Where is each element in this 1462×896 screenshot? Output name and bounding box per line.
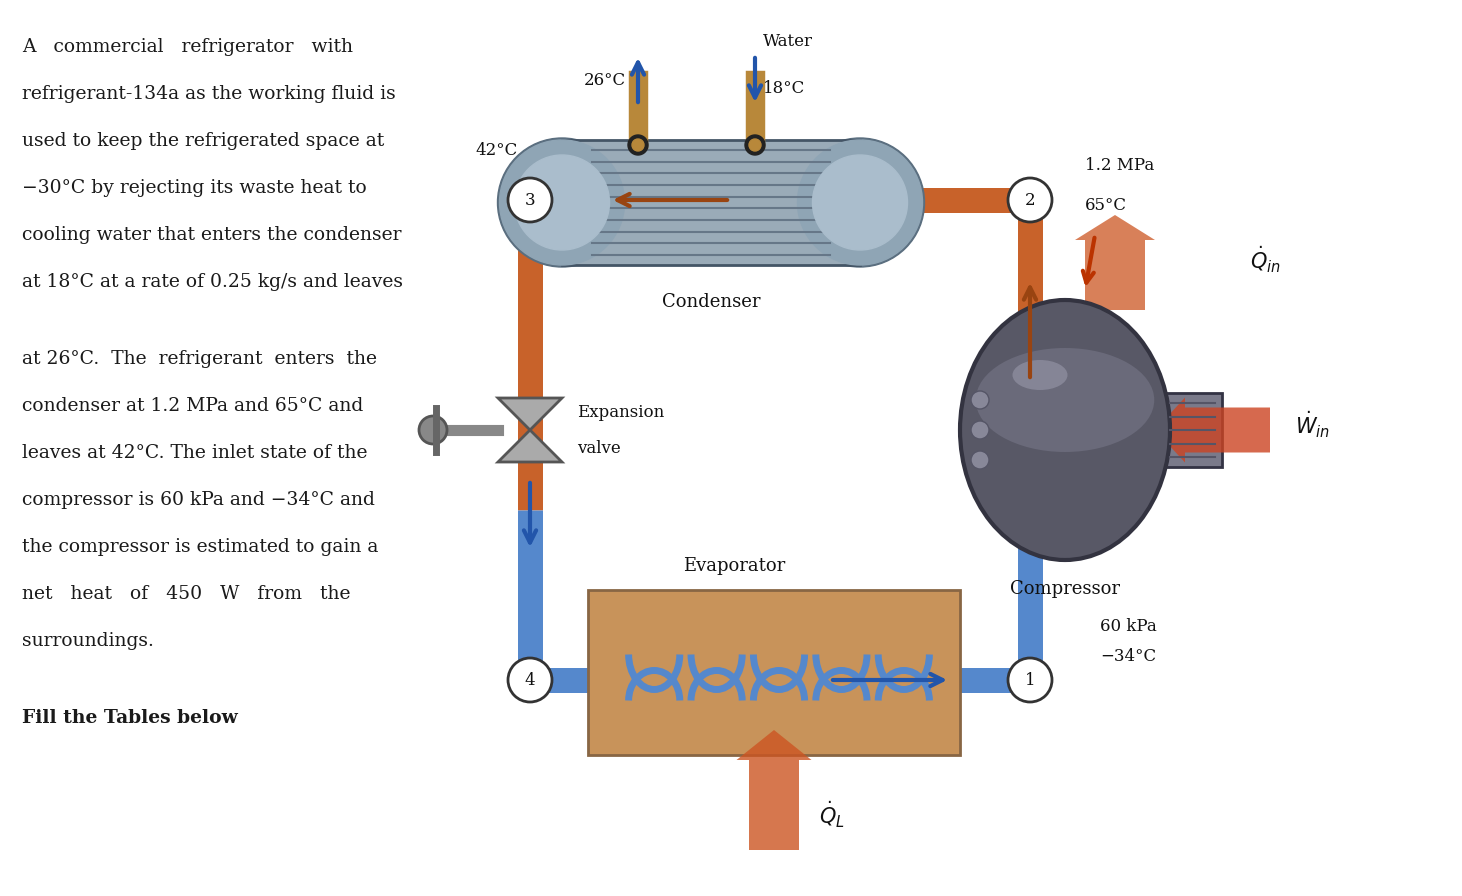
Text: valve: valve (577, 440, 621, 456)
Polygon shape (499, 398, 561, 430)
FancyArrow shape (737, 730, 811, 850)
Text: net   heat   of   450   W   from   the: net heat of 450 W from the (22, 585, 351, 603)
Text: $\dot{Q}_L$: $\dot{Q}_L$ (819, 800, 845, 831)
Text: refrigerant-134a as the working fluid is: refrigerant-134a as the working fluid is (22, 85, 396, 103)
Circle shape (971, 421, 988, 439)
Text: compressor is 60 kPa and −34°C and: compressor is 60 kPa and −34°C and (22, 491, 374, 509)
Ellipse shape (1013, 360, 1067, 390)
Circle shape (971, 391, 988, 409)
Circle shape (795, 138, 924, 267)
Circle shape (813, 155, 908, 250)
Circle shape (746, 135, 765, 155)
Text: $\dot{W}_{in}$: $\dot{W}_{in}$ (1295, 409, 1330, 440)
Circle shape (507, 178, 553, 222)
Text: A   commercial   refrigerator   with: A commercial refrigerator with (22, 38, 352, 56)
Ellipse shape (975, 348, 1155, 452)
FancyArrow shape (1155, 398, 1270, 462)
Text: 1: 1 (1025, 671, 1035, 688)
Text: Water: Water (763, 33, 813, 50)
Text: 65°C: 65°C (1085, 196, 1127, 213)
Circle shape (749, 139, 762, 151)
Text: −30°C by rejecting its waste heat to: −30°C by rejecting its waste heat to (22, 179, 367, 197)
Ellipse shape (961, 300, 1170, 560)
Text: the compressor is estimated to gain a: the compressor is estimated to gain a (22, 538, 379, 556)
Text: 1.2 MPa: 1.2 MPa (1085, 157, 1155, 174)
Text: 26°C: 26°C (583, 72, 626, 89)
Text: at 26°C.  The  refrigerant  enters  the: at 26°C. The refrigerant enters the (22, 350, 377, 368)
Circle shape (632, 139, 643, 151)
Text: $\dot{Q}_{in}$: $\dot{Q}_{in}$ (1250, 245, 1281, 275)
Circle shape (500, 140, 624, 265)
FancyBboxPatch shape (561, 140, 860, 265)
Text: 3: 3 (525, 192, 535, 209)
Circle shape (507, 658, 553, 702)
Circle shape (1007, 178, 1053, 222)
FancyBboxPatch shape (1162, 393, 1222, 467)
Circle shape (971, 451, 988, 469)
Text: surroundings.: surroundings. (22, 632, 154, 650)
Circle shape (497, 138, 627, 267)
Circle shape (629, 135, 648, 155)
Text: Fill the Tables below: Fill the Tables below (22, 709, 238, 727)
Text: Expansion: Expansion (577, 403, 664, 420)
Text: cooling water that enters the condenser: cooling water that enters the condenser (22, 226, 402, 244)
Text: 60 kPa: 60 kPa (1099, 618, 1156, 635)
Text: 42°C: 42°C (475, 142, 518, 159)
Text: condenser at 1.2 MPa and 65°C and: condenser at 1.2 MPa and 65°C and (22, 397, 363, 415)
Circle shape (515, 155, 610, 250)
Text: at 18°C at a rate of 0.25 kg/s and leaves: at 18°C at a rate of 0.25 kg/s and leave… (22, 273, 404, 291)
Text: used to keep the refrigerated space at: used to keep the refrigerated space at (22, 132, 385, 150)
Text: 4: 4 (525, 671, 535, 688)
FancyArrow shape (1075, 215, 1155, 310)
FancyBboxPatch shape (588, 590, 961, 755)
Text: 18°C: 18°C (763, 80, 806, 97)
Text: Compressor: Compressor (1010, 580, 1120, 598)
Circle shape (420, 416, 447, 444)
Text: Evaporator: Evaporator (683, 557, 785, 575)
Circle shape (1007, 658, 1053, 702)
Text: 2: 2 (1025, 192, 1035, 209)
Polygon shape (499, 430, 561, 462)
Text: Condenser: Condenser (662, 293, 760, 311)
Circle shape (797, 140, 923, 265)
Text: leaves at 42°C. The inlet state of the: leaves at 42°C. The inlet state of the (22, 444, 367, 462)
Text: −34°C: −34°C (1099, 648, 1156, 665)
